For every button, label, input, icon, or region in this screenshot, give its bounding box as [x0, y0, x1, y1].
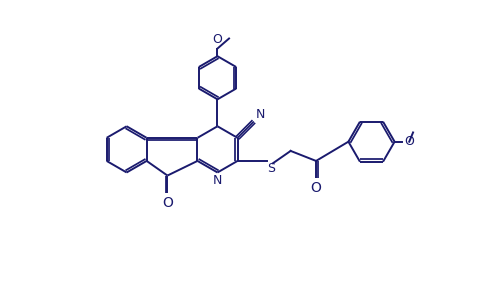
- Text: O: O: [162, 196, 173, 209]
- Text: N: N: [213, 174, 222, 187]
- Text: O: O: [311, 181, 322, 195]
- Text: O: O: [213, 33, 223, 46]
- Text: O: O: [404, 135, 414, 148]
- Text: S: S: [267, 162, 275, 175]
- Text: N: N: [255, 108, 265, 121]
